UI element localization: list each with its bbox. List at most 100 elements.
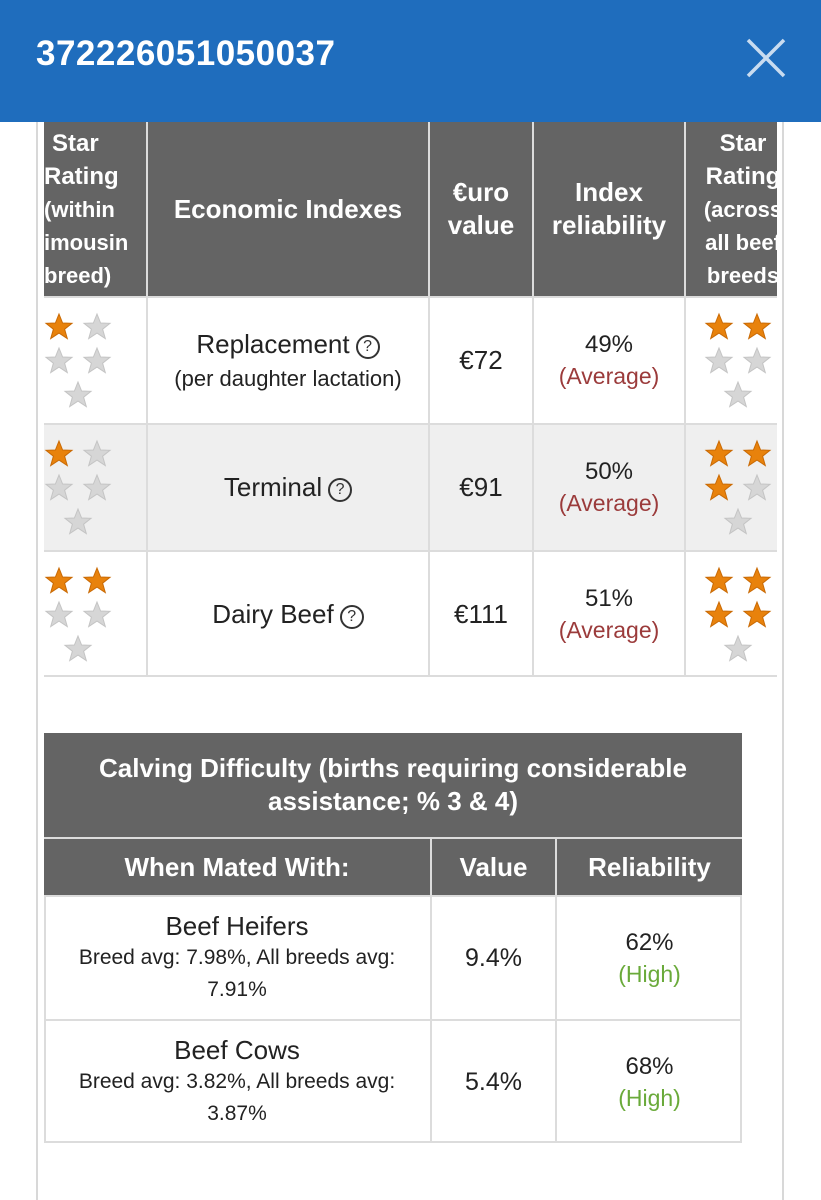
reliability-cell: 68% (High) bbox=[557, 1021, 742, 1143]
star-empty-icon bbox=[82, 600, 112, 628]
star-empty-icon bbox=[44, 346, 74, 374]
question-circle-icon[interactable]: ? bbox=[339, 604, 364, 629]
row-divider bbox=[44, 1141, 742, 1143]
star-empty-icon bbox=[82, 473, 112, 501]
star-empty-icon bbox=[44, 600, 74, 628]
mated-with-cell: Beef Heifers Breed avg: 7.98%, All breed… bbox=[44, 897, 430, 1019]
index-name: Terminal bbox=[223, 472, 323, 502]
modal-header: 372226051050037 bbox=[0, 0, 821, 122]
row-divider bbox=[44, 675, 777, 677]
header-text: Index bbox=[575, 177, 643, 207]
table-row-terminal: Terminal? €91 50% (Average) bbox=[44, 425, 777, 550]
calving-row-beef-cows: Beef Cows Breed avg: 3.82%, All breeds a… bbox=[44, 1021, 742, 1143]
column-divider bbox=[532, 122, 534, 677]
star-filled-icon bbox=[704, 600, 734, 628]
reliability-value: 68% bbox=[625, 1052, 674, 1080]
question-circle-icon[interactable]: ? bbox=[355, 335, 380, 359]
header-text: value bbox=[447, 210, 515, 240]
reliability-label: (Average) bbox=[558, 490, 660, 516]
star-empty-icon bbox=[704, 346, 734, 374]
euro-value: €72 bbox=[459, 345, 503, 375]
column-divider bbox=[555, 839, 557, 1143]
index-name: Dairy Beef bbox=[212, 598, 334, 629]
reliability-label: (High) bbox=[618, 960, 681, 987]
reliability-value: 51% bbox=[584, 584, 634, 612]
table-header-row: Star Rating (within imousin breed) Econo… bbox=[44, 122, 777, 296]
reliability-value: 62% bbox=[625, 928, 674, 956]
mated-with-name: Beef Heifers bbox=[165, 911, 309, 941]
reliability-cell: 62% (High) bbox=[557, 897, 742, 1019]
calving-header-row: When Mated With: Value Reliability bbox=[44, 839, 742, 895]
breed-average: 3.87% bbox=[207, 1102, 267, 1125]
header-text: Rating bbox=[44, 162, 119, 190]
star-empty-icon bbox=[82, 439, 112, 467]
animal-id-title: 372226051050037 bbox=[36, 34, 336, 73]
reliability-cell: 49% (Average) bbox=[534, 298, 684, 423]
index-subtitle: (per daughter lactation) bbox=[174, 366, 402, 391]
breed-average: Breed avg: 7.98%, All breeds avg: bbox=[78, 946, 396, 969]
column-divider bbox=[430, 839, 432, 1143]
star-filled-icon bbox=[704, 439, 734, 467]
header-text: imousin bbox=[44, 229, 129, 255]
row-divider bbox=[44, 837, 742, 839]
close-icon[interactable] bbox=[742, 34, 790, 82]
header-economic-indexes: Economic Indexes bbox=[173, 193, 403, 224]
header-when-mated-with: When Mated With: bbox=[124, 851, 350, 882]
row-divider bbox=[44, 296, 777, 298]
header-star-rating-within: Star Rating (within imousin breed) bbox=[44, 122, 146, 296]
header-index-reliability: Index reliability bbox=[534, 122, 684, 296]
header-text: Rating bbox=[705, 162, 777, 190]
breed-average: 7.91% bbox=[207, 978, 267, 1001]
header-text: Star bbox=[719, 129, 767, 157]
reliability-cell: 50% (Average) bbox=[534, 425, 684, 550]
index-name-cell: Terminal? bbox=[148, 425, 428, 550]
reliability-value: 49% bbox=[584, 331, 634, 358]
header-text: all beef bbox=[705, 229, 777, 255]
column-divider bbox=[428, 122, 430, 677]
reliability-label: (Average) bbox=[558, 363, 660, 389]
header-text: Star bbox=[52, 129, 99, 157]
star-empty-icon bbox=[723, 380, 753, 408]
star-empty-icon bbox=[44, 473, 74, 501]
header-euro-value: €uro value bbox=[430, 122, 532, 296]
column-divider bbox=[684, 122, 686, 677]
star-filled-icon bbox=[704, 312, 734, 340]
star-filled-icon bbox=[44, 312, 74, 340]
star-empty-icon bbox=[82, 346, 112, 374]
header-text: breeds bbox=[706, 262, 777, 288]
index-name-cell: Replacement? (per daughter lactation) bbox=[148, 298, 428, 423]
index-name-cell: Dairy Beef? bbox=[148, 552, 428, 676]
calving-value: 9.4% bbox=[465, 943, 522, 972]
row-divider bbox=[44, 550, 777, 552]
mated-with-name: Beef Cows bbox=[174, 1035, 300, 1065]
reliability-cell: 51% (Average) bbox=[534, 552, 684, 676]
star-empty-icon bbox=[63, 634, 93, 662]
star-filled-icon bbox=[742, 600, 772, 628]
euro-value: €91 bbox=[459, 472, 503, 502]
star-filled-icon bbox=[44, 566, 74, 594]
row-divider bbox=[44, 1019, 742, 1021]
header-text: reliability bbox=[551, 210, 667, 240]
row-divider bbox=[44, 423, 777, 425]
modal-left-border bbox=[36, 122, 38, 1200]
header-text: breed) bbox=[44, 262, 112, 288]
question-circle-icon[interactable]: ? bbox=[328, 478, 353, 502]
reliability-label: (Average) bbox=[558, 616, 660, 643]
table-row-dairy-beef: Dairy Beef? €111 51% (Average) bbox=[44, 552, 777, 676]
star-filled-icon bbox=[742, 566, 772, 594]
star-empty-icon bbox=[63, 507, 93, 535]
star-filled-icon bbox=[704, 566, 734, 594]
star-empty-icon bbox=[742, 473, 772, 501]
reliability-value: 50% bbox=[584, 458, 634, 485]
header-reliability: Reliability bbox=[588, 851, 711, 882]
star-filled-icon bbox=[44, 439, 74, 467]
calving-table-title: Calving Difficulty (births requiring con… bbox=[44, 733, 742, 837]
star-filled-icon bbox=[82, 566, 112, 594]
header-value: Value bbox=[459, 851, 528, 882]
column-divider bbox=[146, 122, 148, 677]
calving-value: 5.4% bbox=[465, 1067, 522, 1096]
row-divider bbox=[44, 895, 742, 897]
modal-right-border bbox=[782, 122, 784, 1200]
mated-with-cell: Beef Cows Breed avg: 3.82%, All breeds a… bbox=[44, 1021, 430, 1143]
star-empty-icon bbox=[742, 346, 772, 374]
